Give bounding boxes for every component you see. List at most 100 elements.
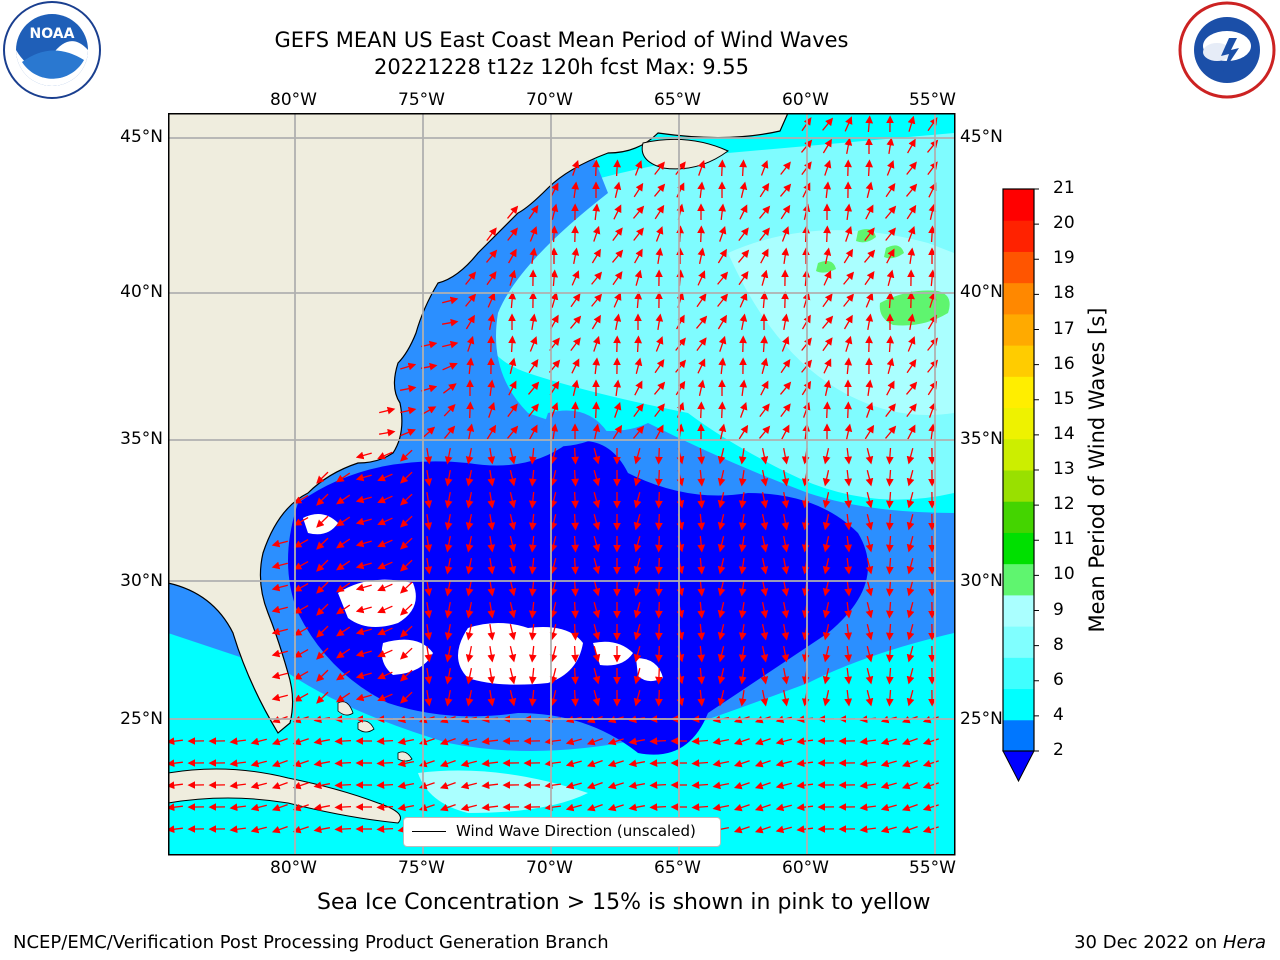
wind-arrow	[843, 314, 853, 330]
wind-arrow	[397, 737, 415, 746]
wind-arrow	[865, 204, 874, 220]
wind-arrow	[508, 335, 516, 353]
wind-arrow	[780, 381, 792, 395]
wind-arrow	[550, 203, 559, 220]
wind-arrow	[697, 645, 706, 663]
wind-arrow	[901, 803, 918, 812]
wind-arrow	[885, 403, 896, 417]
wind-arrow	[271, 627, 288, 636]
wind-arrow	[424, 689, 433, 707]
wind-arrow	[738, 602, 747, 619]
wind-arrow	[591, 293, 603, 307]
wind-arrow	[316, 625, 329, 638]
wind-arrow	[571, 491, 579, 509]
wind-arrow	[313, 825, 331, 834]
wind-arrow	[906, 381, 918, 395]
wind-arrow	[607, 803, 624, 812]
wind-arrow	[928, 291, 937, 308]
wind-arrow	[844, 357, 853, 375]
wind-arrow	[865, 313, 874, 331]
wind-arrow	[571, 358, 580, 374]
wind-arrow	[781, 447, 790, 465]
wind-arrow	[822, 293, 833, 308]
colorbar-cell	[1003, 376, 1034, 409]
wind-arrow	[733, 737, 750, 746]
wind-arrow	[549, 624, 558, 641]
wind-arrow	[885, 667, 894, 685]
wind-arrow	[886, 291, 895, 309]
wind-arrow	[465, 579, 474, 597]
wind-arrow	[465, 293, 477, 307]
wind-arrow	[739, 181, 748, 198]
wind-arrow	[717, 314, 727, 330]
colorbar-cell	[1003, 407, 1034, 440]
wind-arrow	[293, 517, 309, 526]
wind-arrow	[760, 667, 769, 685]
wind-arrow	[655, 447, 663, 465]
wind-arrow	[781, 313, 790, 331]
wind-arrow	[697, 535, 706, 553]
wind-arrow	[549, 514, 558, 531]
colorbar-cell	[1003, 345, 1034, 377]
wind-arrow	[397, 759, 415, 768]
wind-arrow	[718, 423, 727, 440]
wind-arrow	[886, 248, 895, 264]
wind-arrow	[864, 271, 875, 286]
wind-arrow	[885, 557, 894, 575]
wind-arrow	[760, 447, 769, 465]
wind-arrow	[801, 380, 812, 396]
calm-area	[593, 641, 633, 666]
wind-arrow	[465, 491, 474, 509]
wind-arrow	[334, 803, 352, 811]
wind-arrow	[424, 645, 433, 663]
wind-arrow	[466, 335, 475, 352]
wind-arrow	[336, 472, 351, 483]
wind-arrow	[528, 557, 537, 575]
wind-arrow	[781, 469, 790, 487]
wind-arrow	[823, 379, 832, 396]
wind-arrow	[865, 558, 874, 575]
footer-right: 30 Dec 2022 on Hera	[1074, 932, 1266, 953]
wind-arrow	[592, 558, 601, 575]
wind-arrow	[717, 492, 726, 509]
wind-arrow	[885, 689, 894, 707]
wind-arrow	[481, 781, 499, 790]
wind-arrow	[292, 737, 309, 746]
wind-arrow	[922, 781, 939, 790]
wind-arrow	[571, 247, 580, 265]
wind-arrow	[424, 535, 433, 553]
wind-arrow	[760, 491, 769, 509]
wind-arrow	[717, 668, 726, 685]
wind-arrow	[507, 425, 519, 439]
wind-arrow	[168, 759, 183, 768]
wind-arrow	[424, 513, 433, 531]
wind-arrow	[316, 581, 329, 594]
wind-arrow	[400, 428, 416, 437]
wind-arrow	[592, 646, 601, 663]
wind-arrow	[528, 535, 537, 553]
wind-arrow	[738, 580, 747, 597]
wind-arrow	[379, 406, 396, 415]
wind-arrow	[571, 159, 580, 176]
wind-arrow	[717, 536, 726, 553]
wind-arrow	[865, 159, 873, 177]
wind-arrow	[592, 448, 601, 465]
wind-arrow	[613, 159, 621, 177]
wind-arrow	[549, 646, 558, 663]
wind-arrow	[718, 357, 727, 375]
colorbar-cell	[1003, 594, 1034, 627]
wind-arrow	[655, 557, 663, 575]
wind-arrow	[550, 291, 559, 308]
legend-line-icon	[412, 831, 446, 832]
wind-arrow	[675, 380, 686, 396]
wind-arrow	[655, 226, 664, 242]
wind-arrow	[565, 759, 582, 768]
wind-arrow	[823, 358, 832, 374]
wind-arrow	[570, 337, 581, 351]
wind-arrow	[885, 645, 894, 663]
lat-label-left: 45°N	[120, 127, 163, 147]
wind-arrow	[487, 645, 496, 663]
wind-arrow	[760, 160, 769, 176]
wind-arrow	[859, 825, 876, 834]
wind-arrow	[487, 469, 496, 487]
